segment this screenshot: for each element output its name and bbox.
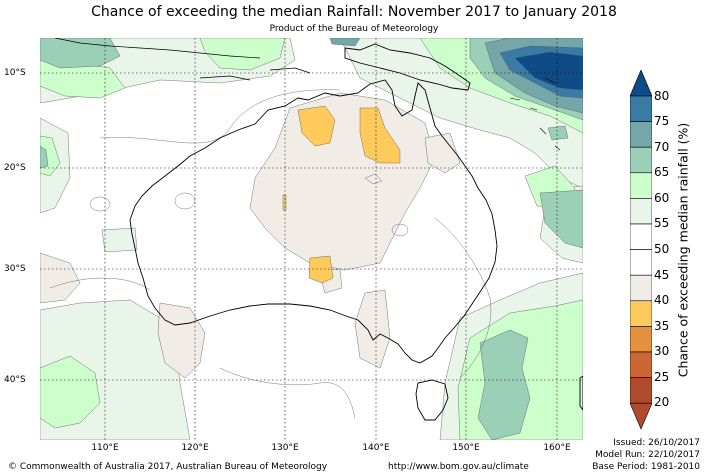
tasmania-coastline — [415, 379, 449, 421]
pacific-islands — [509, 77, 561, 151]
lon-label-120e: 120°E — [181, 443, 209, 453]
colorbar-label-55: 55 — [654, 216, 670, 230]
indonesia-coastline — [54, 38, 311, 81]
colorbar-band-55-60 — [630, 198, 652, 225]
lon-label-160e: 160°E — [543, 443, 571, 453]
colorbar-label-70: 70 — [654, 140, 670, 154]
rainfall-map — [40, 38, 583, 440]
shade-above-80 — [514, 51, 583, 91]
copyright-text: © Commonwealth of Australia 2017, Austra… — [8, 462, 328, 472]
lat-label-20s: 20°S — [4, 163, 26, 173]
colorbar — [630, 70, 652, 430]
map-canvas — [40, 38, 583, 440]
colorbar-label-65: 65 — [654, 165, 670, 179]
colorbar-band-25-30 — [630, 351, 652, 378]
colorbar-label-80: 80 — [654, 89, 670, 103]
colorbar-band-60-65 — [630, 172, 652, 199]
colorbar-band-65-70 — [630, 146, 652, 174]
colorbar-band-40-45 — [630, 274, 652, 302]
colorbar-top-arrow — [630, 70, 652, 97]
base-period: Base Period: 1981-2010 — [592, 462, 700, 472]
colorbar-label-50: 50 — [654, 242, 670, 256]
colorbar-label-25: 25 — [654, 370, 670, 384]
colorbar-band-45-50 — [630, 249, 652, 276]
colorbar-band-30-35 — [630, 326, 652, 353]
lon-label-130e: 130°E — [271, 443, 299, 453]
colorbar-label-30: 30 — [654, 344, 670, 358]
lon-label-110e: 110°E — [91, 443, 119, 453]
australia-coastline — [129, 79, 498, 364]
colorbar-label-35: 35 — [654, 319, 670, 333]
colorbar-band-35-40 — [630, 300, 652, 327]
contour-lines — [49, 89, 492, 419]
issued-date: Issued: 26/10/2017 — [613, 438, 700, 448]
model-run-date: Model Run: 22/10/2017 — [595, 450, 700, 460]
colorbar-label-45: 45 — [654, 268, 670, 282]
map-title: Chance of exceeding the median Rainfall:… — [91, 4, 617, 20]
colorbar-bottom-arrow — [630, 402, 652, 430]
colorbar-band-50-55 — [630, 223, 652, 250]
shade-35-40 — [282, 105, 401, 284]
lon-label-140e: 140°E — [362, 443, 390, 453]
lon-label-150e: 150°E — [452, 443, 480, 453]
source-url[interactable]: http://www.bom.gov.au/climate — [388, 462, 529, 472]
colorbar-title: Chance of exceeding median rainfall (%) — [675, 122, 691, 378]
colorbar-band-70-75 — [630, 121, 652, 148]
colorbar-label-20: 20 — [654, 395, 670, 409]
colorbar-label-40: 40 — [654, 293, 670, 307]
colorbar-label-75: 75 — [654, 114, 670, 128]
map-subtitle: Product of the Bureau of Meteorology — [269, 24, 439, 34]
new-zealand-coastline — [579, 375, 583, 411]
lat-label-40s: 40°S — [4, 375, 26, 385]
graticule — [40, 38, 583, 440]
lat-label-10s: 10°S — [4, 68, 26, 78]
colorbar-label-60: 60 — [654, 191, 670, 205]
colorbar-band-20-25 — [630, 377, 652, 404]
lat-label-30s: 30°S — [4, 264, 26, 274]
new-guinea-coastline — [344, 43, 471, 91]
colorbar-band-75-80 — [630, 95, 652, 122]
